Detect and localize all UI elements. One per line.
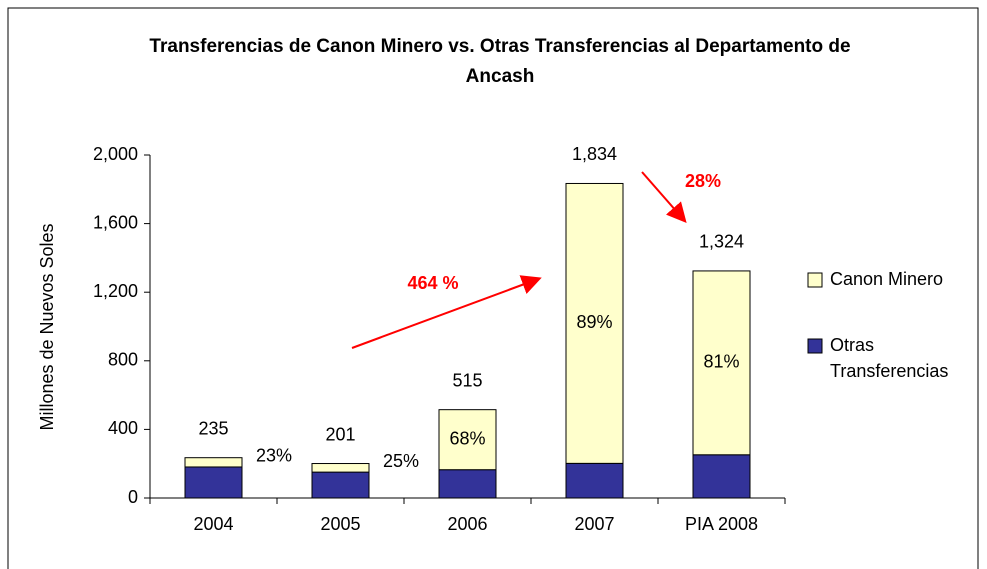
y-tick-label: 800 [108, 350, 138, 370]
total-label: 1,834 [572, 144, 617, 164]
y-tick-label: 1,200 [93, 281, 138, 301]
annotation: 464 % [407, 273, 458, 293]
x-tick-label: 2007 [574, 514, 614, 534]
share-label: 68% [449, 428, 485, 448]
share-label: 23% [256, 446, 292, 466]
total-label: 515 [452, 370, 482, 390]
share-label: 89% [576, 312, 612, 332]
legend-swatch [807, 338, 823, 354]
annotation: 28% [685, 171, 721, 191]
x-tick-label: 2004 [193, 514, 233, 534]
frame [7, 7, 979, 569]
bar-segment [692, 270, 751, 456]
legend-label: Canon Minero [830, 269, 943, 289]
bar-segment [438, 469, 497, 499]
total-label: 1,324 [699, 232, 744, 252]
y-tick-label: 400 [108, 418, 138, 438]
bar-segment [565, 182, 624, 464]
arrow [641, 171, 687, 224]
share-label: 25% [383, 451, 419, 471]
y-axis-label: Millones de Nuevos Soles [37, 223, 57, 430]
bar-segment [184, 466, 243, 499]
x-tick-label: 2005 [320, 514, 360, 534]
bar-segment [184, 457, 243, 468]
bar-segment [438, 409, 497, 471]
bar-segment [692, 454, 751, 499]
legend-label: Otras Transferencias [830, 335, 948, 381]
share-label: 81% [703, 352, 739, 372]
bar-segment [311, 471, 370, 499]
y-tick-label: 1,600 [93, 212, 138, 232]
total-label: 235 [198, 418, 228, 438]
bar-segment [311, 463, 370, 473]
x-tick-label: PIA 2008 [685, 514, 758, 534]
bar-segment [565, 462, 624, 499]
arrow [351, 275, 542, 349]
total-label: 201 [325, 424, 355, 444]
x-tick-label: 2006 [447, 514, 487, 534]
y-tick-label: 2,000 [93, 144, 138, 164]
legend-swatch [807, 272, 823, 288]
y-tick-label: 0 [128, 487, 138, 507]
chart-title: Transferencias de Canon Minero vs. Otras… [149, 36, 851, 87]
